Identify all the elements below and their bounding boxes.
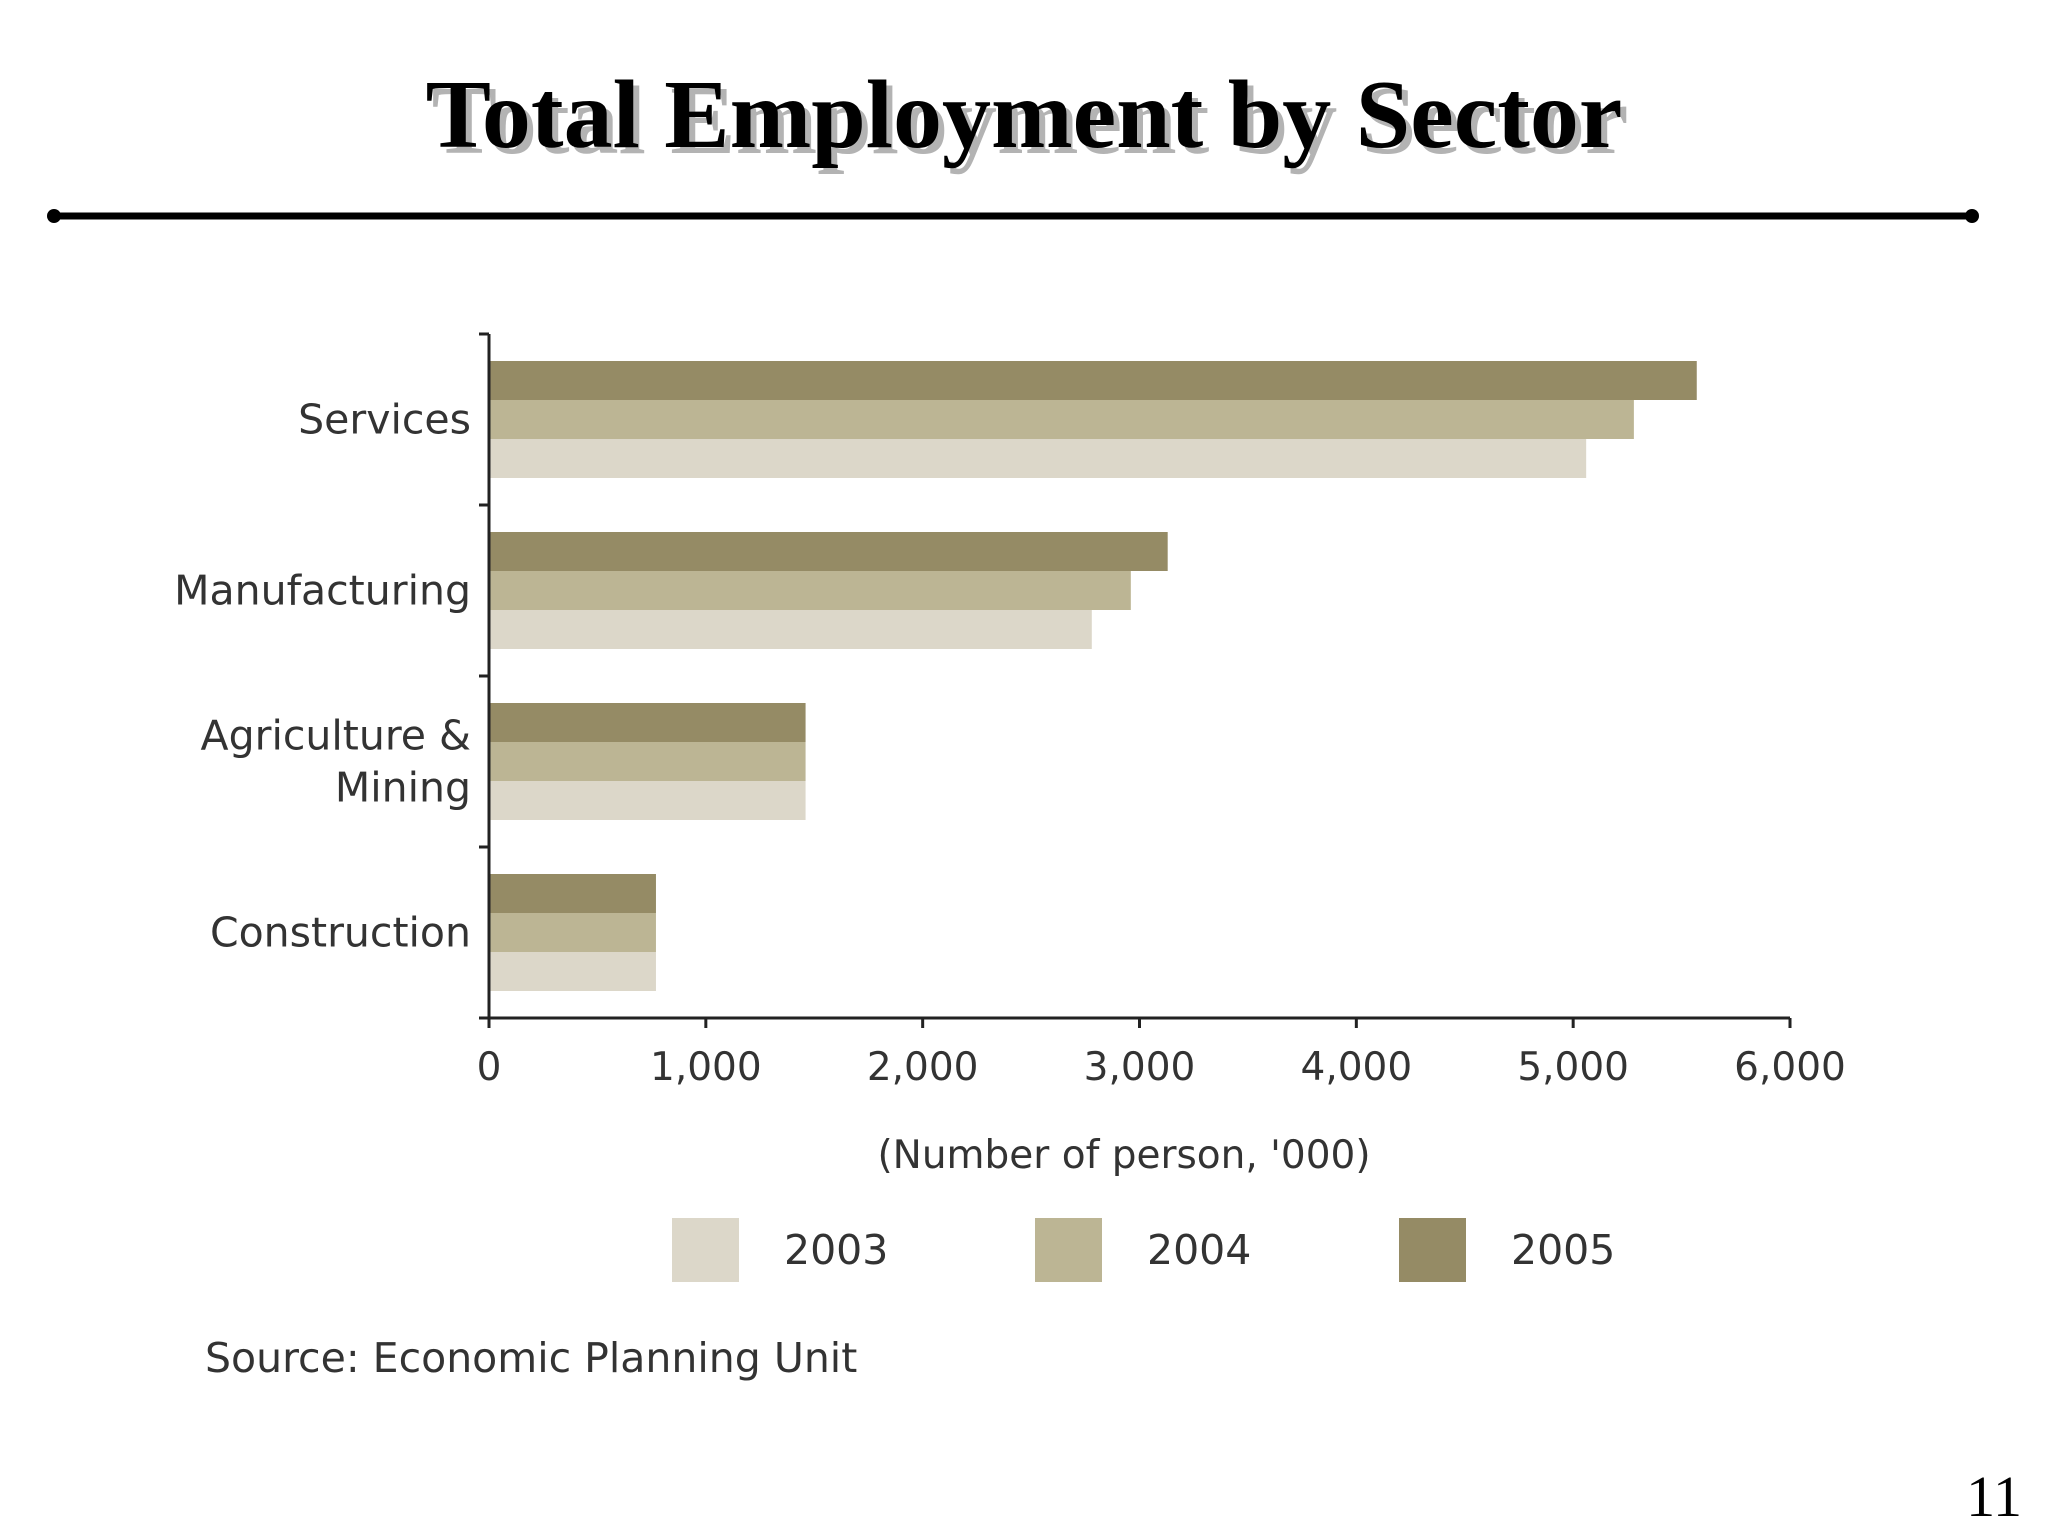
category-labels: Services Manufacturing Agriculture & Mining… bbox=[174, 396, 471, 957]
x-tick-label: 4,000 bbox=[1301, 1045, 1413, 1090]
divider-end-dot-left bbox=[47, 209, 61, 223]
source-note: Source: Economic Planning Unit bbox=[205, 1334, 857, 1382]
bar-agriculture-mining-2004 bbox=[490, 742, 806, 781]
page-number: 11 bbox=[1966, 1464, 2022, 1529]
axes bbox=[479, 332, 1792, 1028]
legend-swatch-2005 bbox=[1399, 1218, 1466, 1282]
x-tick-label: 3,000 bbox=[1084, 1045, 1196, 1090]
category-label-manufacturing: Manufacturing bbox=[174, 567, 471, 615]
bar-services-2003 bbox=[490, 439, 1587, 478]
bar-services-2004 bbox=[490, 400, 1634, 439]
bar-construction-2005 bbox=[490, 874, 656, 913]
x-tick-label: 6,000 bbox=[1734, 1045, 1846, 1090]
bar-services-2005 bbox=[490, 361, 1697, 400]
x-tick-labels: 0 1,000 2,000 3,000 4,000 5,000 6,000 bbox=[477, 1045, 1846, 1090]
bar-manufacturing-2003 bbox=[490, 610, 1092, 649]
bar-construction-2004 bbox=[490, 913, 656, 952]
legend-label-2003: 2003 bbox=[784, 1226, 888, 1274]
divider-end-dot-right bbox=[1965, 209, 1979, 223]
legend: 2003 2004 2005 bbox=[672, 1218, 1615, 1282]
bar-construction-2003 bbox=[490, 952, 656, 991]
legend-label-2005: 2005 bbox=[1511, 1226, 1615, 1274]
slide-title: Total Employment by Sector bbox=[425, 61, 1623, 169]
bar-agriculture-mining-2005 bbox=[490, 703, 806, 742]
category-label-services: Services bbox=[298, 396, 471, 444]
legend-swatch-2004 bbox=[1035, 1218, 1102, 1282]
bar-manufacturing-2004 bbox=[490, 571, 1131, 610]
category-label-construction: Construction bbox=[210, 909, 471, 957]
legend-label-2004: 2004 bbox=[1147, 1226, 1251, 1274]
bar-agriculture-mining-2003 bbox=[490, 781, 806, 820]
category-label-agriculture-mining: Agriculture & Mining bbox=[201, 712, 471, 812]
x-tick-label: 1,000 bbox=[650, 1045, 762, 1090]
x-tick-label: 0 bbox=[477, 1045, 502, 1090]
x-tick-label: 5,000 bbox=[1517, 1045, 1629, 1090]
bar-manufacturing-2005 bbox=[490, 532, 1168, 571]
bar-group bbox=[490, 361, 1697, 991]
legend-swatch-2003 bbox=[672, 1218, 739, 1282]
x-axis-label: (Number of person, '000) bbox=[877, 1133, 1370, 1178]
x-tick-label: 2,000 bbox=[867, 1045, 979, 1090]
